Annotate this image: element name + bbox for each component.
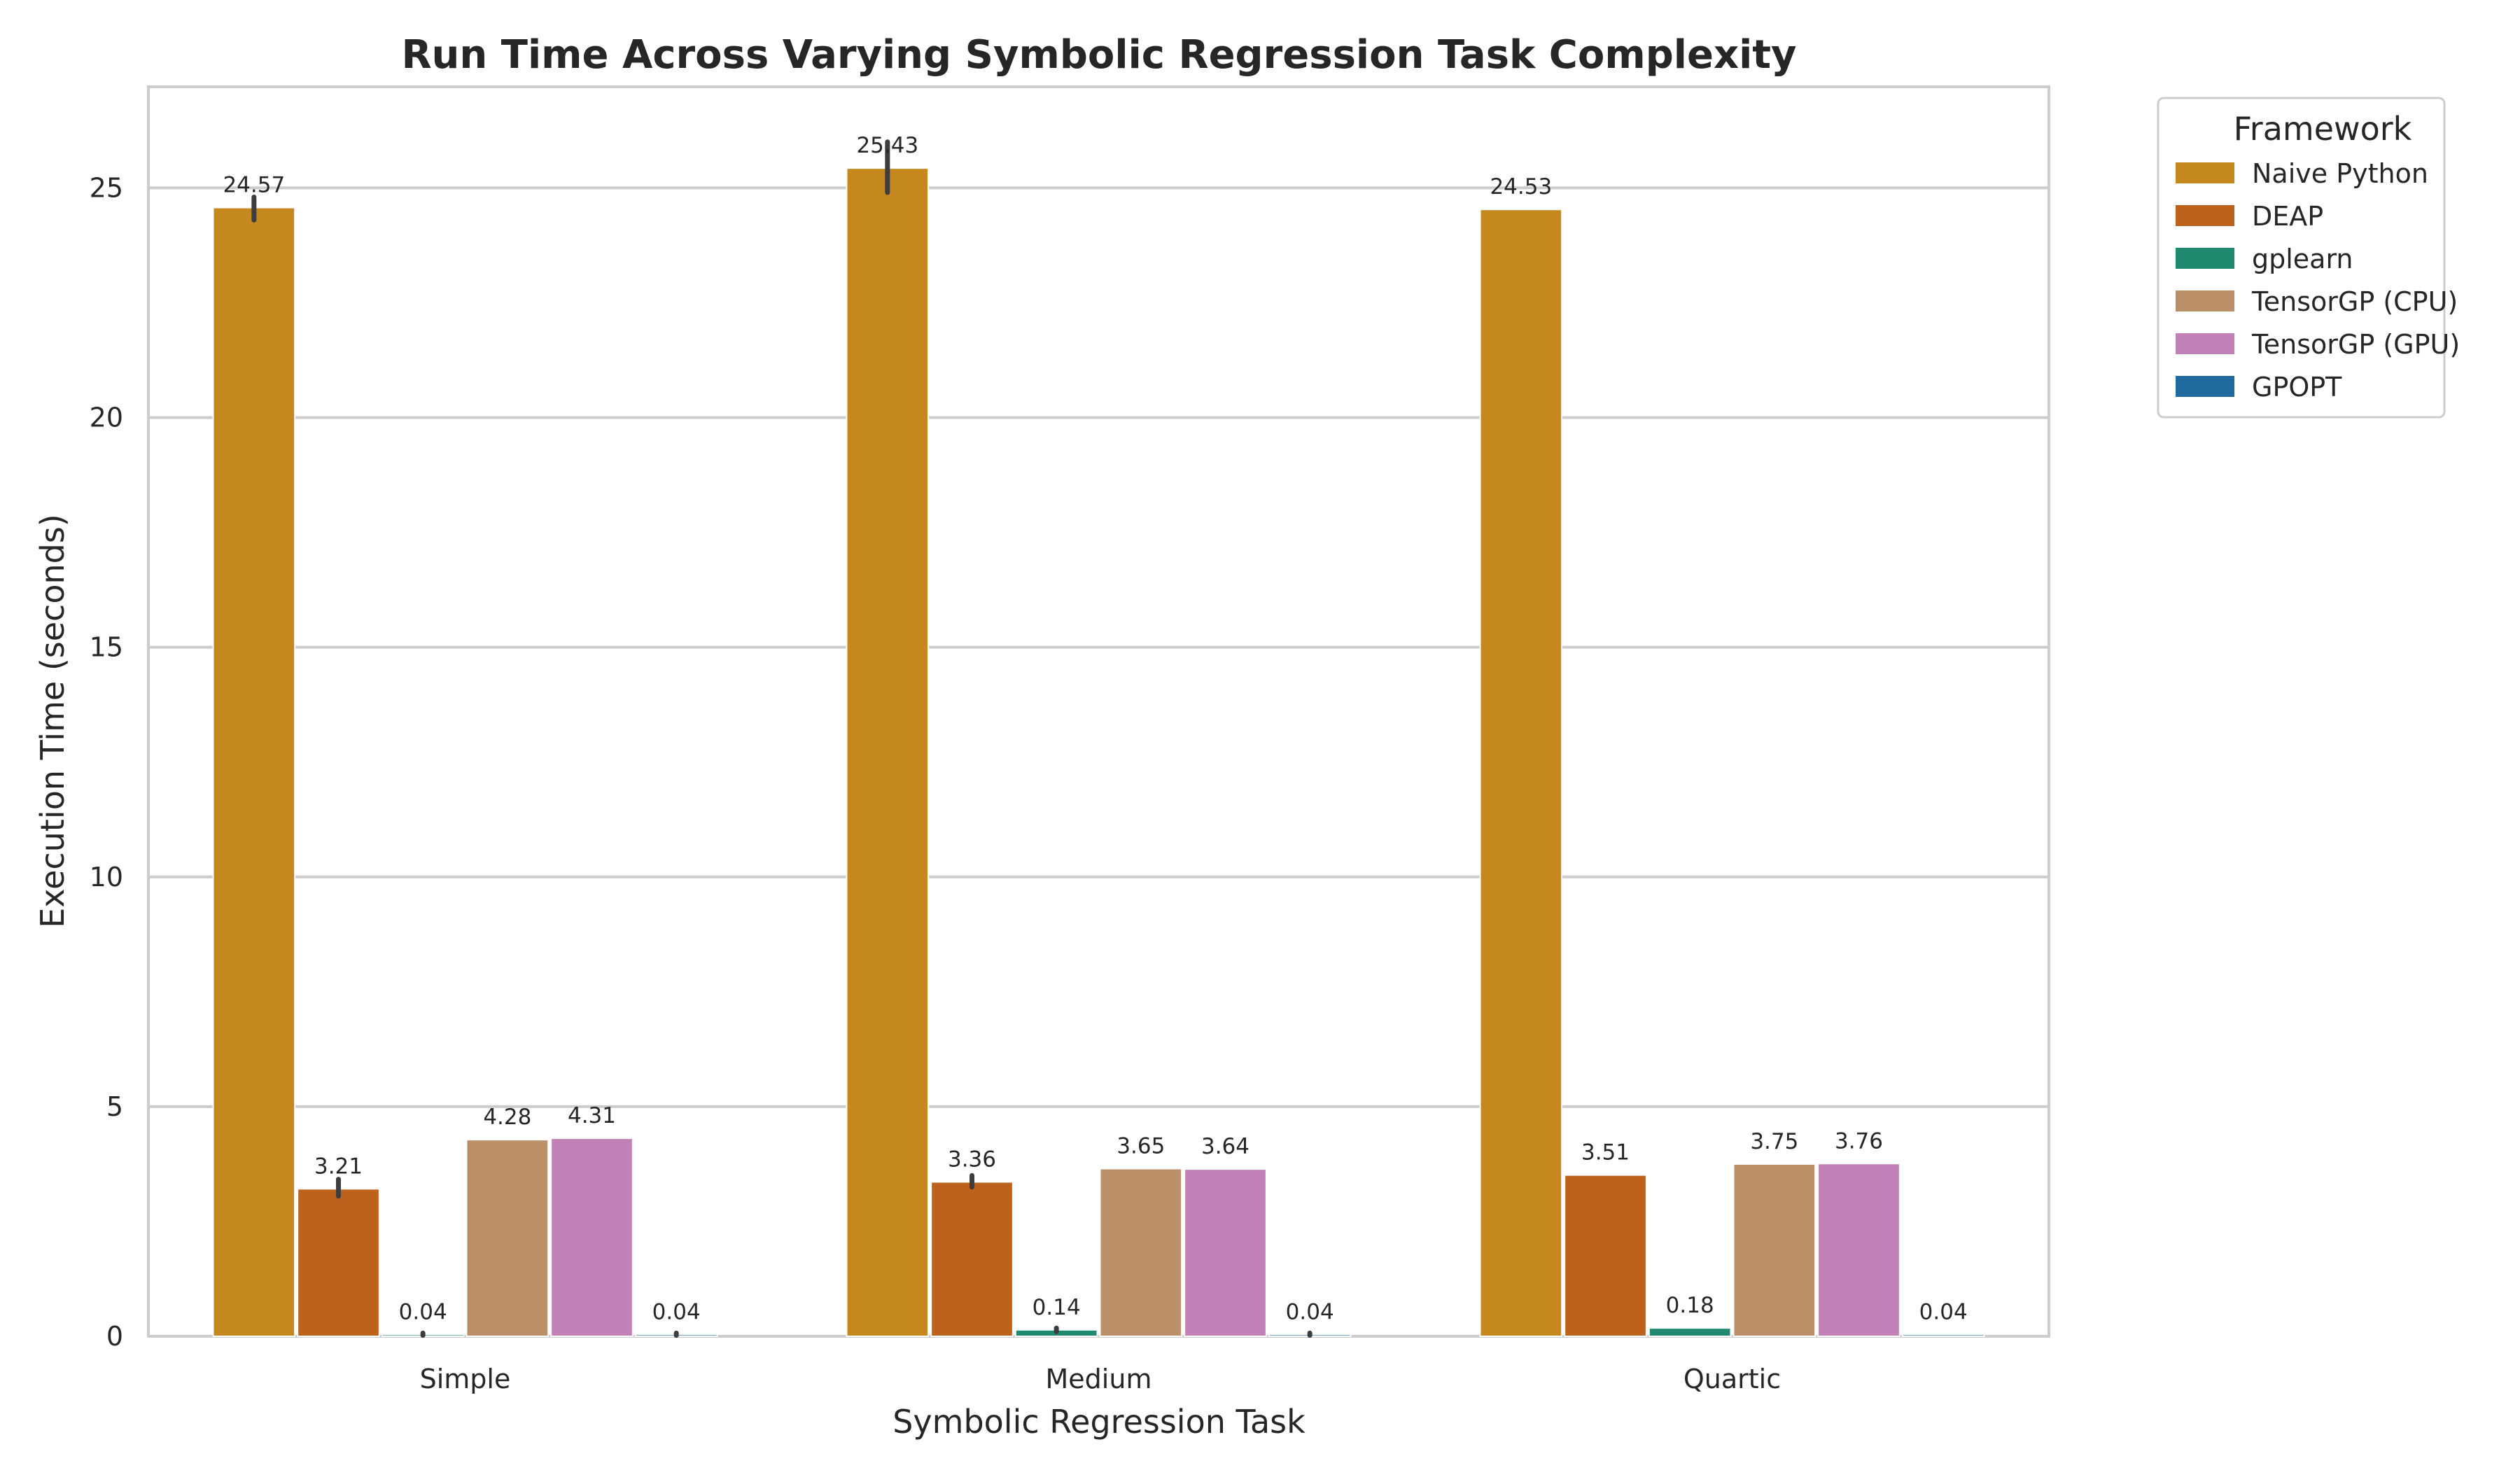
bar bbox=[1564, 1174, 1647, 1337]
bar bbox=[550, 1138, 634, 1337]
bar-value-label: 24.53 bbox=[1490, 174, 1552, 200]
bar-value-label: 0.04 bbox=[1286, 1299, 1334, 1324]
y-tick-label: 10 bbox=[90, 862, 123, 892]
bar-value-label: 0.18 bbox=[1666, 1293, 1714, 1318]
bars bbox=[212, 139, 1985, 1338]
bar-value-label: 3.65 bbox=[1116, 1133, 1165, 1158]
legend-swatch bbox=[2176, 333, 2234, 354]
x-tick-label: Simple bbox=[420, 1364, 511, 1394]
legend-swatch bbox=[2176, 162, 2234, 183]
bar-value-label: 3.36 bbox=[948, 1147, 996, 1172]
bar-value-label: 3.51 bbox=[1581, 1140, 1630, 1166]
legend-swatch bbox=[2176, 376, 2234, 397]
bar-value-label: 3.64 bbox=[1201, 1134, 1250, 1159]
bar-value-label: 25.43 bbox=[856, 133, 918, 158]
legend-swatch bbox=[2176, 290, 2234, 312]
y-tick-label: 20 bbox=[90, 402, 123, 433]
bar bbox=[1732, 1163, 1816, 1337]
y-tick-label: 15 bbox=[90, 632, 123, 663]
legend-label: Naive Python bbox=[2252, 158, 2428, 189]
bar-value-label: 3.21 bbox=[314, 1154, 363, 1179]
bar-value-label: 0.14 bbox=[1032, 1295, 1081, 1320]
bar bbox=[212, 206, 296, 1337]
bar-value-label: 3.75 bbox=[1750, 1129, 1798, 1154]
data-labels: 24.57 3.21 0.04 4.28 4.31 0.04 25.43 3.36 0.14 3.… bbox=[223, 133, 1967, 1324]
y-tick-label: 25 bbox=[90, 172, 123, 203]
legend-label: GPOPT bbox=[2252, 372, 2342, 402]
bar bbox=[1648, 1327, 1732, 1337]
bar bbox=[846, 167, 930, 1337]
bar-value-label: 0.04 bbox=[1919, 1299, 1968, 1324]
bar bbox=[1901, 1334, 1985, 1337]
bar bbox=[930, 1181, 1014, 1337]
x-tick-labels: Simple Medium Quartic bbox=[420, 1364, 1782, 1394]
bar-value-label: 24.57 bbox=[223, 173, 285, 198]
legend-title: Framework bbox=[2234, 110, 2412, 148]
bar-value-label: 0.04 bbox=[399, 1299, 447, 1324]
legend-label: TensorGP (GPU) bbox=[2251, 329, 2460, 360]
bar bbox=[1479, 209, 1563, 1337]
chart-title: Run Time Across Varying Symbolic Regress… bbox=[401, 32, 1796, 78]
y-tick-label: 0 bbox=[106, 1321, 123, 1352]
x-tick-label: Quartic bbox=[1684, 1364, 1781, 1394]
legend-label: TensorGP (CPU) bbox=[2251, 286, 2458, 317]
x-tick-label: Medium bbox=[1046, 1364, 1152, 1394]
legend-label: gplearn bbox=[2252, 244, 2353, 274]
legend-swatch bbox=[2176, 205, 2234, 226]
bar bbox=[1184, 1168, 1267, 1337]
bar bbox=[1817, 1163, 1900, 1337]
bar-value-label: 0.04 bbox=[652, 1299, 701, 1324]
y-axis-label: Execution Time (seconds) bbox=[34, 514, 71, 927]
legend-items: Naive Python DEAP gplearn TensorGP (CPU) Ten… bbox=[2176, 158, 2460, 402]
bar-value-label: 4.31 bbox=[568, 1103, 616, 1128]
bar bbox=[1099, 1168, 1183, 1337]
bar-value-label: 3.76 bbox=[1835, 1128, 1883, 1154]
bar bbox=[465, 1139, 550, 1337]
x-axis-label: Symbolic Regression Task bbox=[892, 1403, 1306, 1441]
y-tick-labels: 0 5 10 15 20 25 bbox=[90, 172, 123, 1352]
legend-label: DEAP bbox=[2252, 201, 2323, 232]
legend-swatch bbox=[2176, 248, 2234, 269]
bar bbox=[297, 1188, 380, 1337]
legend: Framework Naive Python DEAP gplearn TensorG… bbox=[2157, 97, 2460, 419]
y-tick-label: 5 bbox=[106, 1091, 123, 1122]
bar-value-label: 4.28 bbox=[483, 1105, 531, 1130]
plot-frame bbox=[147, 85, 2050, 1338]
